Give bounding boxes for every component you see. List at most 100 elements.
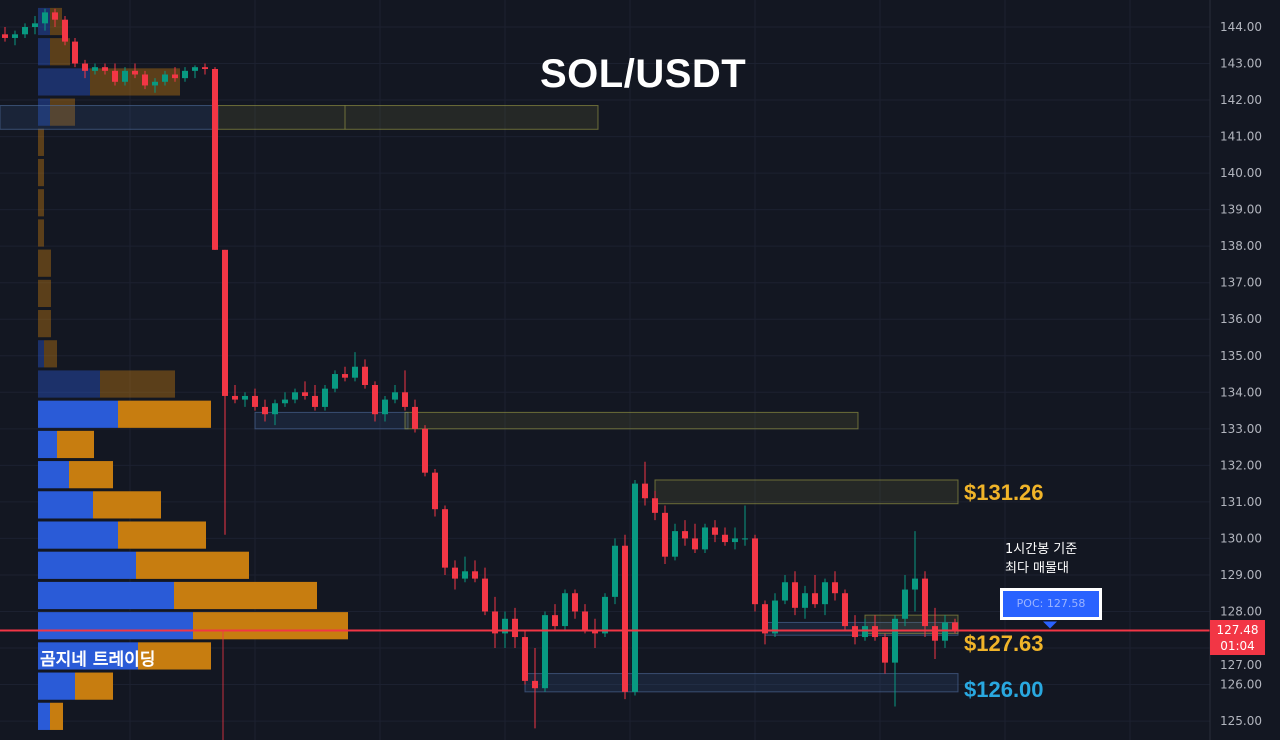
y-tick-label: 136.00	[1220, 312, 1262, 326]
candle-down	[792, 582, 798, 608]
y-tick-label: 137.00	[1220, 276, 1262, 290]
y-tick-label: 128.00	[1220, 604, 1262, 618]
candle-up	[42, 12, 48, 24]
y-tick-label: 141.00	[1220, 130, 1262, 144]
candle-down	[952, 622, 958, 631]
demand-zone	[0, 105, 219, 130]
candle-down	[582, 611, 588, 630]
volume-profile-sell-bar	[38, 128, 44, 156]
volume-profile-sell-bar	[50, 98, 75, 126]
brand-watermark: 곰지네 트레이딩	[40, 650, 156, 670]
volume-profile-sell-bar	[57, 430, 94, 459]
candle-up	[332, 374, 338, 389]
candle-down	[882, 637, 888, 663]
candle-down	[132, 70, 138, 75]
candle-down	[312, 395, 318, 407]
candle-up	[782, 582, 788, 601]
candle-down	[592, 629, 598, 634]
volume-profile-sell-bar	[38, 158, 44, 187]
candle-up	[942, 622, 948, 641]
demand-zone	[524, 673, 959, 693]
volume-profile-sell-bar	[50, 38, 70, 66]
candle-down	[572, 593, 578, 612]
candle-up	[742, 538, 748, 540]
candle-down	[622, 545, 628, 692]
candle-up	[822, 582, 828, 605]
y-tick-label: 125.00	[1220, 714, 1262, 728]
supply-zone	[214, 105, 599, 130]
volume-profile-sell-bar	[93, 491, 161, 519]
candle-down	[72, 41, 78, 64]
candle-down	[52, 12, 58, 20]
candle-down	[922, 578, 928, 627]
candle-up	[242, 395, 248, 400]
candle-down	[222, 249, 228, 396]
volume-profile-sell-bar	[136, 551, 249, 579]
candle-up	[672, 531, 678, 557]
volume-profile-sell-bar	[38, 219, 44, 247]
candle-up	[152, 81, 158, 86]
volume-profile-sell-bar	[50, 7, 62, 36]
candle-down	[302, 392, 308, 396]
level-label-127: $127.63	[964, 631, 1044, 656]
candle-up	[612, 545, 618, 597]
y-tick-label: 129.00	[1220, 568, 1262, 582]
candle-down	[652, 498, 658, 513]
candle-down	[762, 604, 768, 634]
candle-up	[802, 593, 808, 608]
candle-down	[932, 626, 938, 641]
candle-up	[912, 578, 918, 590]
poc-pointer-icon	[1043, 621, 1057, 629]
volume-profile-buy-bar	[38, 68, 90, 96]
volume-profile-buy-bar	[38, 430, 57, 459]
candle-down	[642, 483, 648, 499]
candle-down	[232, 395, 238, 400]
volume-profile-sell-bar	[138, 642, 211, 670]
candle-down	[752, 538, 758, 605]
candle-up	[542, 615, 548, 689]
chart-title: SOL/USDT	[540, 52, 747, 96]
candle-down	[62, 19, 68, 42]
annotation-text: 1시간봉 기준 최다 매물대	[1005, 540, 1077, 578]
candle-down	[552, 615, 558, 627]
volume-profile-sell-bar	[38, 279, 51, 308]
volume-profile-sell-bar	[38, 310, 51, 338]
annotation-line-1: 1시간봉 기준	[1005, 542, 1078, 557]
candle-up	[562, 593, 568, 627]
candle-down	[492, 611, 498, 634]
candle-up	[502, 618, 508, 634]
volume-profile-buy-bar	[38, 370, 100, 398]
volume-profile-sell-bar	[38, 189, 44, 217]
volume-profile-buy-bar	[38, 642, 138, 670]
candle-down	[482, 578, 488, 612]
candle-up	[292, 392, 298, 400]
y-tick-label: 131.00	[1220, 495, 1262, 509]
y-tick-label: 134.00	[1220, 385, 1262, 399]
volume-profile-buy-bar	[38, 521, 118, 549]
candle-down	[472, 571, 478, 579]
candle-up	[462, 571, 468, 579]
candle-up	[192, 67, 198, 71]
candle-up	[862, 626, 868, 638]
volume-profile-sell-bar	[75, 672, 113, 700]
candle-down	[362, 366, 368, 385]
volume-profile-buy-bar	[38, 672, 75, 700]
candle-down	[142, 74, 148, 86]
candle-down	[212, 69, 218, 250]
level-label-126: $126.00	[964, 677, 1044, 702]
volume-profile-buy-bar	[38, 612, 193, 640]
candle-down	[842, 593, 848, 627]
candle-down	[342, 374, 348, 378]
candle-down	[252, 395, 258, 407]
y-tick-label: 138.00	[1220, 239, 1262, 253]
candle-up	[352, 366, 358, 378]
volume-profile-sell-bar	[50, 702, 63, 730]
candle-up	[92, 67, 98, 71]
supply-zone	[654, 479, 959, 505]
candle-up	[702, 527, 708, 550]
candle-down	[432, 472, 438, 510]
current-price: 127.48	[1216, 623, 1259, 637]
volume-profile-buy-bar	[38, 581, 174, 610]
volume-profile-sell-bar	[69, 461, 113, 489]
